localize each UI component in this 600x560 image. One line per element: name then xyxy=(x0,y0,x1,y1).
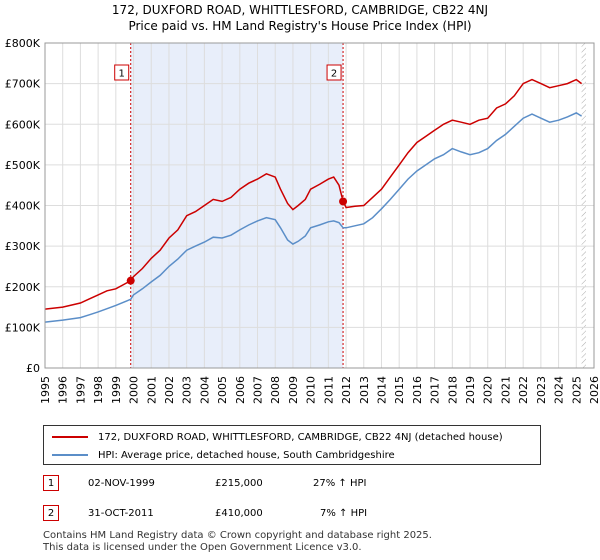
x-tick-label: 2015 xyxy=(393,376,406,404)
series-line-hpi xyxy=(44,112,582,323)
transaction-price: £410,000 xyxy=(215,508,263,519)
x-tick-label: 1999 xyxy=(110,376,123,404)
legend-swatch-hpi xyxy=(52,454,88,456)
footer-line-2: This data is licensed under the Open Gov… xyxy=(43,542,362,553)
x-tick-label: 2000 xyxy=(128,376,141,404)
transaction-date: 02-NOV-1999 xyxy=(88,478,155,489)
x-tick-label: 2011 xyxy=(322,376,335,404)
x-tick-label: 2014 xyxy=(375,376,388,404)
x-tick-label: 2024 xyxy=(553,376,566,404)
x-tick-label: 2025 xyxy=(570,376,583,404)
x-tick-label: 2009 xyxy=(287,376,300,404)
x-tick-label: 2013 xyxy=(358,376,371,404)
y-tick-label: £500K xyxy=(5,159,41,172)
y-tick-label: £400K xyxy=(5,200,41,213)
sale-point-2 xyxy=(339,197,348,206)
x-tick-label: 1995 xyxy=(39,376,52,404)
x-tick-label: 2010 xyxy=(305,376,318,404)
chart-subtitle: Price paid vs. HM Land Registry's House … xyxy=(128,19,472,33)
chart-legend: 172, DUXFORD ROAD, WHITTLESFORD, CAMBRID… xyxy=(43,425,541,465)
x-tick-label: 2001 xyxy=(145,376,158,404)
price-chart: £0 £100K £200K £300K £400K £500K £600K £700K £80… xyxy=(5,37,600,404)
y-tick-label: £0 xyxy=(26,362,40,375)
y-tick-label: £600K xyxy=(5,118,41,131)
x-tick-label: 2018 xyxy=(446,376,459,404)
legend-swatch-property xyxy=(52,436,88,438)
legend-label-property: 172, DUXFORD ROAD, WHITTLESFORD, CAMBRID… xyxy=(98,431,503,443)
transaction-hpi: 27% ↑ HPI xyxy=(313,478,367,489)
x-tick-label: 2020 xyxy=(482,376,495,404)
x-tick-label: 2012 xyxy=(340,376,353,404)
marker-box xyxy=(114,64,130,81)
legend-item-hpi: HPI: Average price, detached house, Sout… xyxy=(52,446,395,464)
marker-label-1: 1 xyxy=(114,64,130,81)
transaction-badge: 2 xyxy=(43,505,59,521)
x-tick-label: 2002 xyxy=(163,376,176,404)
sale-point-1 xyxy=(126,276,135,285)
footer-line-1: Contains HM Land Registry data © Crown c… xyxy=(43,530,432,541)
x-tick-label: 2021 xyxy=(499,376,512,404)
x-tick-label: 2026 xyxy=(588,376,600,404)
marker-number: 1 xyxy=(119,69,125,80)
x-tick-label: 2019 xyxy=(464,376,477,404)
transaction-badge: 1 xyxy=(43,475,59,491)
x-tick-label: 1996 xyxy=(57,376,70,404)
x-tick-label: 2007 xyxy=(252,376,265,404)
x-tick-label: 1997 xyxy=(74,376,87,404)
x-tick-label: 1998 xyxy=(92,376,105,404)
y-tick-label: £200K xyxy=(5,281,41,294)
marker-number: 2 xyxy=(331,69,337,80)
series-line-property xyxy=(44,78,583,310)
x-tick-label: 2003 xyxy=(181,376,194,404)
x-tick-label: 2008 xyxy=(269,376,282,404)
y-tick-label: £700K xyxy=(5,78,41,91)
plot-border xyxy=(44,42,595,369)
legend-label-hpi: HPI: Average price, detached house, Sout… xyxy=(98,449,395,461)
chart-title: 172, DUXFORD ROAD, WHITTLESFORD, CAMBRID… xyxy=(111,3,489,17)
x-tick-label: 2017 xyxy=(429,376,442,404)
legend-item-property: 172, DUXFORD ROAD, WHITTLESFORD, CAMBRID… xyxy=(52,428,503,446)
x-tick-label: 2006 xyxy=(234,376,247,404)
x-tick-label: 2022 xyxy=(517,376,530,404)
marker-box xyxy=(326,64,342,81)
marker-label-2: 2 xyxy=(326,64,342,81)
footer: Contains HM Land Registry data © Crown c… xyxy=(43,530,432,554)
y-tick-label: £100K xyxy=(5,321,41,334)
x-tick-label: 2016 xyxy=(411,376,424,404)
transaction-price: £215,000 xyxy=(215,478,263,489)
x-tick-label: 2004 xyxy=(198,376,211,404)
y-tick-label: £800K xyxy=(5,37,41,50)
x-tick-label: 2023 xyxy=(535,376,548,404)
y-tick-label: £300K xyxy=(5,240,41,253)
transaction-hpi: 7% ↑ HPI xyxy=(320,508,368,519)
transaction-date: 31-OCT-2011 xyxy=(88,508,154,519)
x-tick-label: 2005 xyxy=(216,376,229,404)
